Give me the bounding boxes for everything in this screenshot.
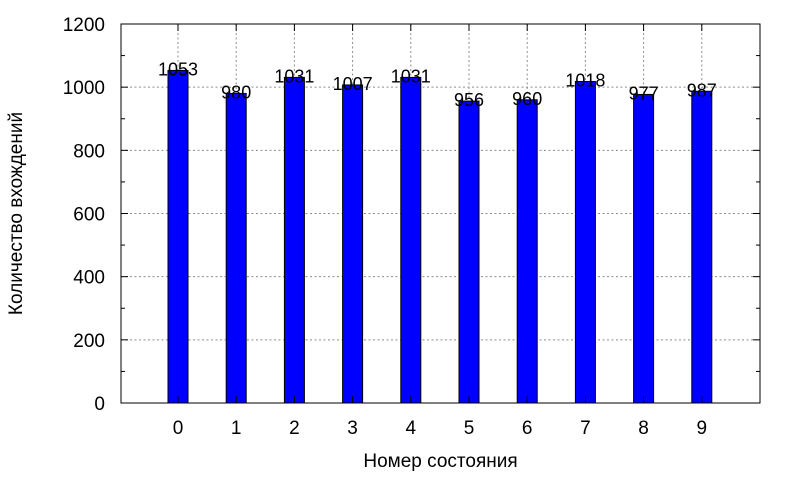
- x-tick-label: 3: [347, 418, 358, 439]
- data-label: 1031: [274, 66, 314, 86]
- y-tick-label: 0: [94, 394, 105, 415]
- bar: [283, 76, 305, 404]
- x-tick-label: 2: [289, 418, 300, 439]
- data-label: 1018: [565, 70, 605, 90]
- bar: [400, 76, 422, 404]
- bar: [574, 80, 596, 404]
- x-tick-label: 9: [697, 418, 708, 439]
- x-tick-label: 0: [173, 418, 184, 439]
- bar: [342, 84, 364, 404]
- bar: [167, 69, 189, 404]
- bar: [633, 93, 655, 404]
- x-tick-label: 8: [638, 418, 649, 439]
- data-label: 1053: [158, 59, 198, 79]
- data-label: 960: [512, 89, 542, 109]
- y-tick-label: 200: [73, 331, 105, 352]
- data-label: 977: [629, 83, 659, 103]
- x-tick-label: 1: [231, 418, 242, 439]
- bar: [458, 100, 480, 404]
- grid-lines: [121, 24, 760, 403]
- y-axis-title: Количество вхождений: [6, 112, 27, 315]
- data-label: 1007: [333, 74, 373, 94]
- data-label: 980: [221, 82, 251, 102]
- bar: [691, 90, 713, 404]
- bar-series: [167, 69, 713, 404]
- y-tick-label: 600: [73, 205, 105, 226]
- x-tick-label: 5: [464, 418, 475, 439]
- y-tick-label: 800: [73, 141, 105, 162]
- axis-ticks: [121, 23, 760, 404]
- x-axis-title: Номер состояния: [363, 451, 517, 472]
- x-tick-labels: 0 1 2 3 4 5 6 7 8 9: [173, 418, 707, 439]
- data-label: 987: [687, 80, 717, 100]
- x-tick-label: 6: [522, 418, 533, 439]
- data-labels: 1053 980 1031 1007 1031 956 960 1018 977 987: [158, 59, 717, 110]
- data-label: 1031: [391, 66, 431, 86]
- y-tick-label: 400: [73, 268, 105, 289]
- bar: [225, 92, 247, 404]
- y-tick-label: 1200: [63, 15, 105, 36]
- y-tick-label: 1000: [63, 78, 105, 99]
- x-tick-label: 4: [406, 418, 417, 439]
- bar: [516, 99, 538, 404]
- data-label: 956: [454, 90, 484, 110]
- y-tick-labels: 0 200 400 600 800 1000 1200: [63, 15, 105, 415]
- x-tick-label: 7: [580, 418, 591, 439]
